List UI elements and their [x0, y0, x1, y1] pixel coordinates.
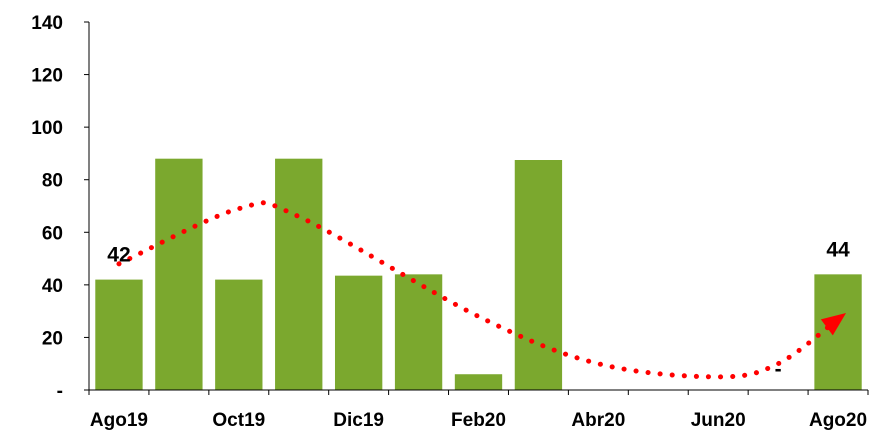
- data-label: 44: [826, 238, 850, 261]
- data-label: -: [775, 358, 782, 381]
- bar: [215, 279, 263, 390]
- trend-arrow-head: [820, 313, 847, 336]
- x-tick-label: Ago19: [90, 410, 148, 431]
- bars: [95, 158, 862, 390]
- bar: [514, 160, 563, 390]
- bar: [814, 274, 862, 390]
- y-tick-label: 120: [31, 66, 63, 87]
- y-tick-label: -: [57, 381, 63, 402]
- trend-dotted-line: [116, 200, 841, 380]
- y-axis: - 20 40 60 80 100 120 140: [31, 13, 90, 402]
- data-label: 42: [107, 244, 130, 267]
- data-labels: 42 - 44: [107, 238, 850, 381]
- x-tick-label: Oct19: [212, 410, 265, 431]
- x-axis: Ago19 Oct19 Dic19 Feb20 Abr20 Jun20 Ago20: [88, 389, 869, 431]
- y-tick-label: 140: [31, 13, 63, 34]
- bar: [454, 374, 503, 390]
- y-tick-label: 20: [42, 328, 63, 349]
- bar: [275, 158, 323, 390]
- y-tick-label: 100: [31, 118, 63, 139]
- x-tick-label: Dic19: [333, 410, 384, 431]
- y-tick-label: 40: [42, 276, 63, 297]
- y-tick-label: 60: [42, 223, 63, 244]
- x-tick-label: Jun20: [691, 410, 746, 431]
- trend-line: [116, 200, 847, 380]
- x-tick-label: Ago20: [809, 410, 867, 431]
- bar: [95, 279, 143, 390]
- bar: [334, 275, 383, 390]
- x-tick-label: Abr20: [571, 410, 625, 431]
- bar: [155, 158, 203, 390]
- x-tick-label: Feb20: [451, 410, 506, 431]
- y-tick-label: 80: [42, 171, 63, 192]
